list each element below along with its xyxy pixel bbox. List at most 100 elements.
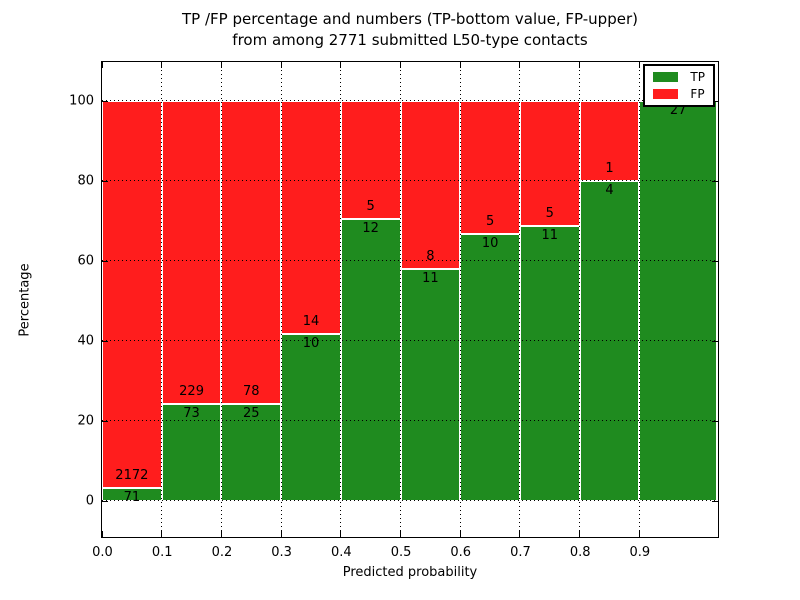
legend-entry-tp: TP [653,71,705,83]
gridline-vertical [638,62,640,537]
y-tick-mark-right [712,420,718,422]
y-tick-mark [102,100,108,102]
bar-segment-tp [519,226,580,501]
x-tick-mark [161,531,163,537]
gridline-vertical [280,62,282,537]
x-tick-mark-top [101,62,103,68]
x-tick-mark-top [459,62,461,68]
bar-segment-tp [460,234,520,501]
y-axis-label: Percentage [17,263,33,337]
x-tick-label: 0.1 [151,545,173,560]
y-tick-mark-right [712,340,718,342]
bar-segment-tp [639,101,717,501]
legend-entry-fp: FP [653,88,705,100]
gridline-vertical [459,62,461,537]
x-tick-mark [280,531,282,537]
legend-label-tp: TP [690,70,705,84]
gridline-vertical [400,62,402,537]
gridline-horizontal [102,340,718,341]
bar-segment-tp [579,181,640,501]
x-tick-mark-top [280,62,282,68]
x-tick-label: 0.2 [211,545,233,560]
legend-swatch-tp [653,72,679,82]
plot-area: TP FP 71 2172 73 229 25 78 10 14 12 5 11 8 10 5 11 5 4 1 2… [101,61,719,538]
bar-count-label-tp: 11 [541,228,559,243]
bar-count-label-tp: 25 [242,405,260,421]
bar-count-label-fp: 78 [242,383,260,399]
bar-count-label-fp: 5 [366,198,375,214]
y-tick-mark-right [712,260,718,262]
y-tick-mark-right [712,500,718,502]
bar-count-label-tp: 10 [302,336,320,352]
gridline-horizontal [102,420,718,421]
x-tick-mark [220,531,222,537]
x-tick-label: 0.3 [271,545,292,560]
x-tick-mark [638,531,640,537]
x-tick-mark-top [638,62,640,68]
bar-count-label-tp: 73 [183,406,200,422]
bar-segment-tp [340,218,401,501]
bar-count-label-tp: 4 [605,183,614,198]
y-tick-mark [102,180,108,182]
x-tick-mark [400,531,402,537]
x-tick-label: 0.7 [510,545,531,560]
x-axis-label: Predicted probability [342,565,478,580]
x-tick-label: 0.9 [629,545,651,560]
bar-count-label-tp: 12 [362,220,379,236]
bar-count-label-tp: 71 [123,490,141,506]
bar-count-label-fp: 5 [485,214,495,230]
bar-count-label-tp: 10 [481,236,499,252]
x-tick-label: 0.6 [450,545,472,560]
y-tick-mark [102,500,108,502]
y-tick-mark [102,260,108,262]
y-tick-mark [102,420,108,422]
x-tick-mark [579,531,581,537]
gridline-horizontal [102,180,718,181]
gridline-horizontal [102,100,718,101]
y-tick-label: 60 [77,253,94,268]
chart-title-line1: TP /FP percentage and numbers (TP-bottom… [182,10,638,28]
bar-segment-fp [161,101,222,405]
x-tick-label: 0.0 [92,545,113,560]
y-tick-label: 80 [77,173,94,188]
legend: TP FP [643,64,715,107]
bar-count-label-fp: 5 [545,206,554,221]
legend-swatch-fp [653,89,679,99]
chart-title: TP /FP percentage and numbers (TP-bottom… [101,9,719,51]
x-tick-mark-top [579,62,581,68]
x-tick-mark [459,531,461,537]
bar-segment-fp [281,101,341,335]
y-tick-label: 20 [77,413,94,428]
x-tick-mark-top [220,62,222,68]
bar-count-label-fp: 8 [426,249,435,265]
bar-count-label-fp: 14 [302,314,320,330]
y-tick-mark-right [712,180,718,182]
legend-label-fp: FP [690,87,705,101]
y-tick-label: 0 [85,493,94,508]
bar-count-label-fp: 229 [179,384,204,400]
gridline-horizontal [102,500,718,501]
bar-segment-fp [400,101,461,270]
bar-segment-tp [281,334,341,501]
x-tick-mark-top [519,62,521,68]
bar-segment-fp [102,101,162,489]
x-tick-label: 0.4 [330,545,352,560]
gridline-vertical [161,62,163,537]
gridline-vertical [220,62,222,537]
gridline-vertical [340,62,342,537]
bar-count-label-tp: 11 [422,271,439,287]
x-tick-mark [519,531,521,537]
chart-title-line2: from among 2771 submitted L50-type conta… [232,31,588,49]
bar-count-label-fp: 1 [605,161,614,176]
bar-segment-fp [340,101,401,219]
x-tick-mark-top [161,62,163,68]
y-tick-mark [102,340,108,342]
y-tick-label: 100 [69,93,94,108]
gridline-vertical [579,62,581,537]
x-tick-mark-top [340,62,342,68]
x-tick-mark [101,531,103,537]
gridline-vertical [519,62,521,537]
x-tick-label: 0.5 [390,545,412,560]
x-tick-label: 0.8 [569,545,591,560]
